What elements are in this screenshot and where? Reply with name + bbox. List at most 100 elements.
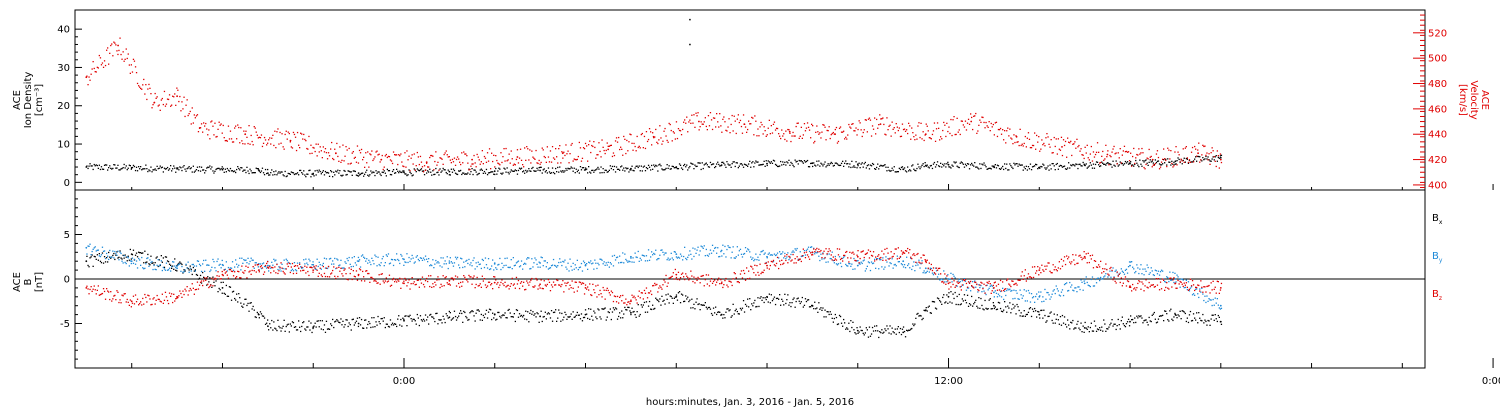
density-point	[496, 173, 498, 175]
velocity-point	[1218, 167, 1220, 169]
density-point	[621, 165, 623, 167]
velocity-point	[700, 121, 702, 123]
velocity-point	[898, 127, 900, 129]
density-point	[544, 171, 546, 173]
b-point	[317, 265, 319, 268]
density-point	[560, 170, 562, 172]
b-point	[1205, 301, 1207, 304]
velocity-point	[690, 122, 692, 124]
b-point	[128, 265, 130, 267]
density-point	[89, 163, 91, 165]
velocity-point	[362, 159, 364, 161]
b-point	[291, 262, 294, 265]
b-point	[557, 265, 559, 267]
b-point	[538, 321, 540, 323]
density-point	[490, 171, 492, 173]
b-point	[659, 254, 661, 256]
b-point	[613, 254, 616, 257]
b-point	[862, 260, 864, 262]
velocity-point	[892, 128, 894, 130]
velocity-point	[519, 148, 522, 150]
density-point	[135, 166, 138, 168]
density-point	[900, 166, 903, 169]
b-point	[581, 270, 584, 272]
b-point	[922, 272, 924, 274]
density-point	[436, 171, 438, 174]
density-point	[462, 172, 464, 174]
velocity-point	[986, 125, 988, 127]
density-point	[672, 165, 674, 168]
velocity-point	[271, 137, 273, 139]
density-point	[229, 167, 232, 170]
density-point	[448, 174, 450, 176]
density-point	[353, 170, 355, 172]
density-point	[644, 170, 647, 172]
b-point	[1139, 316, 1141, 318]
velocity-point	[1173, 165, 1175, 167]
b-point	[1220, 323, 1223, 325]
density-point	[165, 168, 168, 170]
density-point	[234, 170, 236, 172]
b-point	[421, 320, 424, 322]
velocity-point	[1212, 150, 1214, 152]
b-point	[421, 276, 424, 278]
density-point	[864, 161, 866, 164]
density-point	[842, 160, 844, 162]
density-point	[1052, 163, 1054, 165]
b-point	[544, 260, 546, 262]
b-point	[645, 301, 648, 303]
b-point	[997, 293, 1000, 295]
velocity-point	[956, 117, 958, 119]
b-point	[667, 257, 669, 259]
b-point	[728, 246, 730, 248]
b-point	[131, 257, 134, 259]
velocity-point	[942, 129, 944, 132]
b-point	[965, 289, 968, 291]
b-point	[913, 261, 915, 263]
velocity-point	[625, 152, 627, 155]
velocity-point	[875, 133, 877, 135]
b-point	[451, 262, 454, 264]
velocity-point	[484, 157, 487, 159]
density-point	[108, 167, 110, 169]
b-point	[1202, 293, 1204, 295]
b-point	[807, 246, 810, 248]
b-point	[260, 265, 263, 267]
b-point	[896, 328, 898, 330]
density-point	[1023, 166, 1025, 168]
b-point	[724, 317, 726, 319]
velocity-point-anchor	[289, 139, 292, 142]
b-point	[1121, 316, 1123, 318]
density-point	[586, 168, 588, 170]
b-point	[349, 324, 351, 326]
b-point	[272, 267, 274, 269]
density-point	[568, 168, 570, 170]
b-point	[110, 257, 112, 259]
b-point	[691, 298, 693, 300]
b-point	[293, 326, 296, 328]
density-point	[154, 168, 156, 170]
velocity-point	[171, 104, 173, 106]
b-point	[1035, 295, 1037, 298]
b-point	[912, 265, 914, 267]
velocity-point	[322, 146, 324, 148]
density-point	[250, 170, 252, 172]
velocity-point	[849, 126, 851, 128]
density-point	[973, 165, 975, 167]
density-point	[447, 169, 449, 171]
density-point	[150, 166, 152, 168]
b-point-anchor	[947, 278, 950, 280]
b-point	[496, 318, 498, 320]
b-point	[557, 317, 559, 319]
velocity-point	[385, 153, 387, 156]
density-point	[836, 163, 839, 165]
density-point	[1032, 165, 1035, 168]
density-point	[325, 172, 328, 174]
b-point	[793, 297, 795, 299]
b-point	[1004, 301, 1006, 303]
density-point	[737, 167, 739, 169]
velocity-point	[1213, 156, 1215, 158]
b-point	[938, 273, 940, 275]
density-point	[166, 166, 169, 169]
b-point	[802, 255, 804, 257]
